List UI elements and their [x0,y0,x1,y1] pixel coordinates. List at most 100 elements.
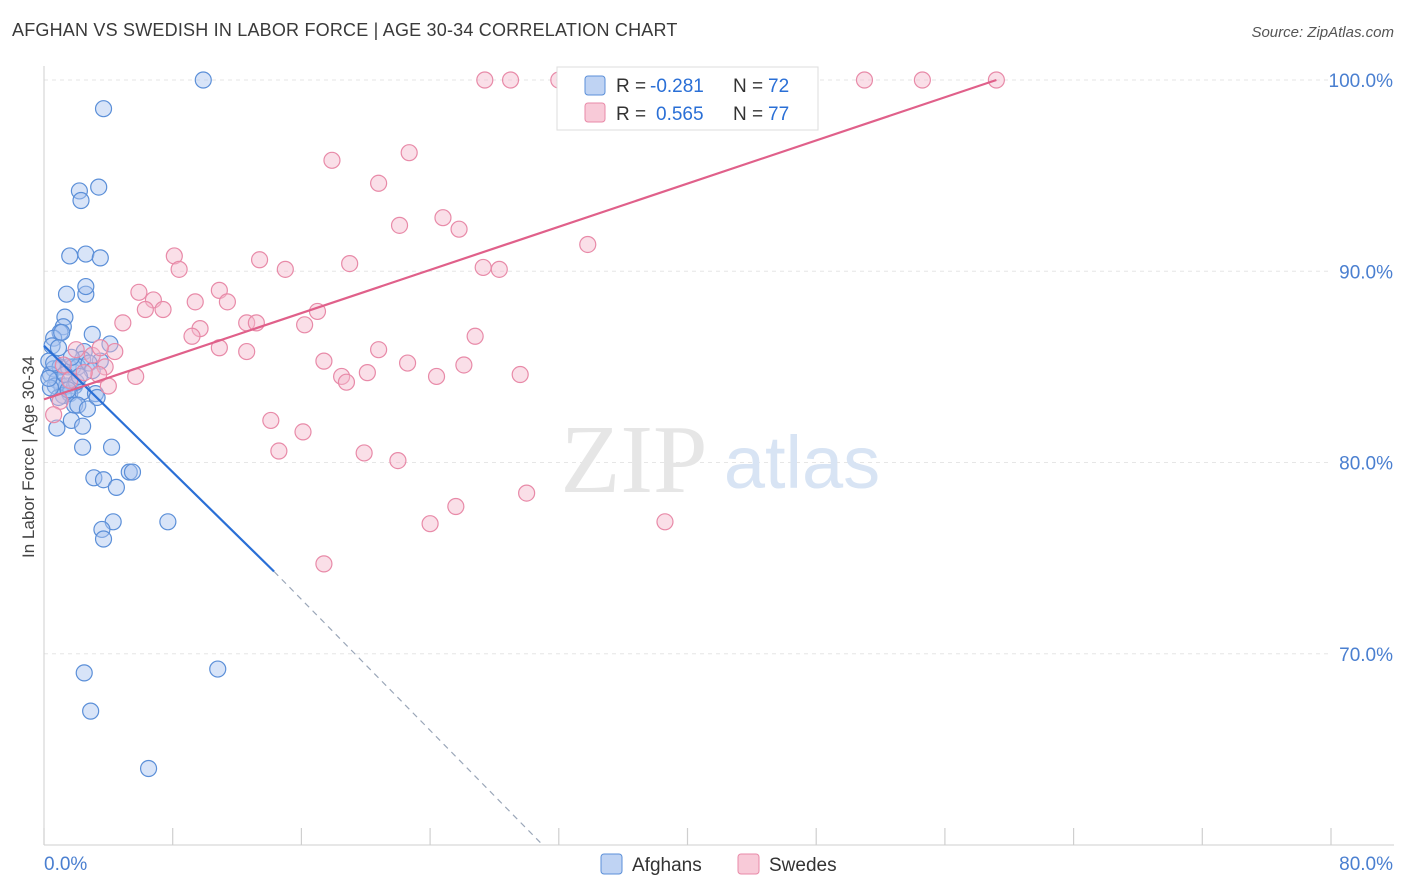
swedes-point-24 [276,260,294,278]
swedes-point-67 [656,513,674,531]
swedes-point-54 [427,367,446,386]
swedes-point-27 [490,260,508,278]
swedes-point-49 [398,354,417,372]
swedes-point-48 [315,352,333,370]
swedes-point-21 [165,247,183,265]
swedes-point-68 [315,555,333,573]
swedes-point-34 [154,300,172,319]
swedes-point-32 [218,293,236,311]
afghans-point-7 [91,249,109,267]
y-axis-label: In Labor Force | Age 30-34 [19,356,38,558]
afghans-point-44 [48,419,66,437]
legend-swedes-n-value: 77 [768,104,789,125]
swedes-point-1 [501,71,520,89]
afghans-point-71 [40,369,58,387]
swedes-point-57 [90,365,108,384]
afghans-point-60 [139,759,158,778]
swedes-point-64 [518,484,536,502]
y-tick-label-0: 100.0% [1329,71,1394,92]
legend-swedes-swatch [584,102,606,123]
afghans-point-59 [82,702,100,720]
afghans-point-10 [77,277,95,296]
swedes-point-76 [91,339,109,357]
swedes-point-25 [341,255,359,273]
tick-labels: 100.0% 90.0% 80.0% 70.0% 0.0% 80.0% [44,71,1393,875]
swedes-point-50 [455,356,473,374]
swedes-point-62 [355,444,373,462]
swedes-point-28 [130,283,148,301]
afghans-point-49 [94,471,113,489]
afghans-points [40,71,227,778]
swedes-point-55 [511,365,529,384]
source-label: Source: ZipAtlas.com [1251,24,1394,41]
legend-afghans-n-value: 72 [768,76,789,97]
afghans-point-41 [69,396,87,414]
swedes-point-47 [67,341,85,359]
legend-afghans-r-value: -0.281 [650,76,704,97]
swedes-point-45 [238,342,256,361]
swedes-point-23 [170,260,188,278]
afghans-point-5 [61,247,79,265]
afghans-point-46 [74,438,92,456]
swedes-point-42 [466,327,484,345]
swedes-point-65 [447,497,465,516]
swedes-point-60 [294,423,312,441]
afghans-point-53 [159,513,177,531]
swedes-point-39 [296,316,314,334]
swedes-point-46 [106,342,124,361]
afghans-point-15 [53,323,71,342]
swedes-point-22 [250,251,269,269]
swedes-trend-line [43,78,997,401]
afghans-point-1 [94,100,113,118]
watermark-zip: ZIP [561,406,708,514]
afghans-point-16 [83,325,101,343]
afghans-point-47 [102,438,121,456]
afghans-point-57 [75,664,93,682]
legend-afghans-swatch [584,75,606,96]
afghans-point-6 [77,245,95,263]
swedes-point-44 [370,341,388,359]
legend-bottom-swedes-label: Swedes [769,855,837,876]
legend-top: R = -0.281 N = 72 R = 0.565 N = 77 [556,66,819,131]
afghans-point-4 [72,191,90,210]
trend-lines [43,78,997,846]
legend-swedes-r-value: 0.565 [656,104,704,125]
legend-swedes-n-label: N = [733,104,763,125]
afghans-trend-extension [273,571,544,846]
afghans-point-8 [57,285,76,303]
afghans-point-51 [123,463,142,481]
legend-afghans-r-label: R = [616,76,646,97]
afghans-point-56 [94,530,113,548]
swedes-point-12 [913,71,931,89]
swedes-point-61 [270,442,288,460]
swedes-point-14 [400,144,418,162]
legend-bottom: Afghans Swedes [600,853,837,876]
swedes-point-19 [450,220,468,238]
swedes-point-31 [186,293,204,311]
legend-bottom-swedes-swatch [737,853,760,875]
swedes-point-66 [421,515,439,533]
legend-swedes-r-label: R = [616,104,646,125]
y-tick-label-2: 80.0% [1339,454,1393,475]
y-tick-label-1: 90.0% [1339,262,1393,283]
chart-title: AFGHAN VS SWEDISH IN LABOR FORCE | AGE 3… [12,20,678,40]
afghans-point-42 [78,400,97,418]
swedes-point-72 [75,364,93,382]
axes [43,66,1394,846]
swedes-point-15 [323,151,341,169]
afghans-point-45 [74,417,92,435]
swedes-point-20 [579,235,597,254]
swedes-point-0 [476,71,494,89]
swedes-point-59 [262,411,280,430]
swedes-point-11 [855,71,874,89]
swedes-point-63 [389,451,407,470]
swedes-point-18 [434,209,452,227]
afghans-point-0 [194,71,212,89]
swedes-point-33 [136,300,154,319]
x-tick-label-0: 0.0% [44,854,87,875]
swedes-point-41 [183,327,201,345]
afghans-point-52 [107,478,125,496]
x-tick-label-1: 80.0% [1339,854,1393,875]
afghans-point-58 [209,660,227,678]
